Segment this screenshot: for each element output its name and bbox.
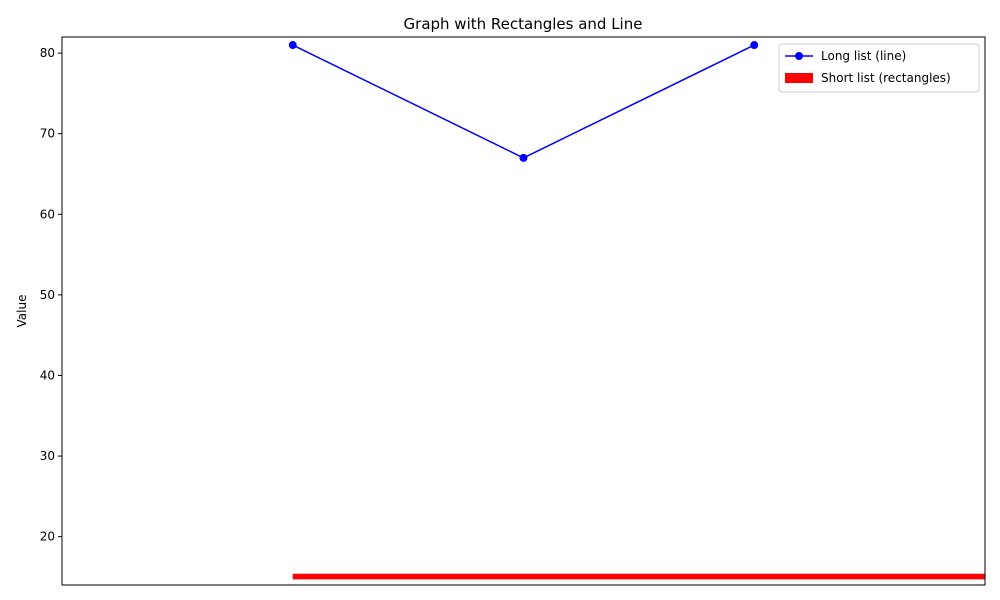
y-axis-label: Value: [15, 295, 29, 328]
data-point: [519, 153, 528, 162]
y-tick-label: 50: [40, 288, 55, 302]
legend-label: Long list (line): [821, 49, 906, 63]
legend-label: Short list (rectangles): [821, 71, 951, 85]
legend: Long list (line) Short list (rectangles): [778, 43, 980, 93]
legend-marker: [795, 52, 803, 60]
y-tick-label: 20: [40, 530, 55, 544]
legend-box: [778, 43, 980, 93]
y-tick-label: 70: [40, 127, 55, 141]
rectangle-bar: [292, 573, 985, 580]
y-axis: 20 30 40 50 60 70 80: [40, 46, 62, 544]
series-line: [292, 44, 755, 159]
legend-rect-swatch: [785, 73, 813, 83]
y-tick-label: 60: [40, 207, 55, 221]
data-point: [750, 41, 759, 50]
plot-frame: [61, 36, 986, 586]
plot-area: [61, 36, 986, 586]
plot-content: [288, 41, 985, 580]
y-tick-label: 80: [40, 46, 55, 60]
y-tick-label: 40: [40, 368, 55, 382]
y-tick-label: 30: [40, 449, 55, 463]
data-point: [288, 41, 297, 50]
chart-title: Graph with Rectangles and Line: [404, 15, 643, 33]
